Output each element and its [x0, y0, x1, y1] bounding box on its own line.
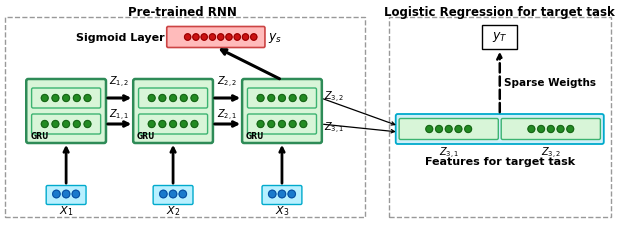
FancyBboxPatch shape [153, 186, 193, 204]
Circle shape [226, 35, 232, 41]
Text: $y_s$: $y_s$ [268, 31, 282, 45]
Circle shape [289, 121, 296, 128]
Circle shape [180, 95, 187, 102]
Circle shape [84, 121, 91, 128]
Circle shape [445, 126, 452, 133]
Circle shape [455, 126, 462, 133]
FancyBboxPatch shape [396, 114, 604, 144]
Text: Sigmoid Layer: Sigmoid Layer [76, 33, 164, 43]
Circle shape [170, 95, 177, 102]
Circle shape [84, 95, 91, 102]
Circle shape [268, 121, 275, 128]
FancyBboxPatch shape [248, 114, 317, 134]
Circle shape [300, 95, 307, 102]
FancyBboxPatch shape [242, 80, 322, 143]
Circle shape [52, 121, 59, 128]
Text: $Z_{3,2}$: $Z_{3,2}$ [541, 145, 561, 160]
Circle shape [180, 121, 187, 128]
Circle shape [52, 190, 60, 198]
Circle shape [567, 126, 573, 133]
Circle shape [268, 95, 275, 102]
Text: $Z_{2,1}$: $Z_{2,1}$ [218, 107, 237, 123]
Circle shape [63, 121, 70, 128]
Circle shape [193, 35, 199, 41]
FancyBboxPatch shape [483, 26, 517, 50]
Circle shape [218, 35, 224, 41]
Circle shape [209, 35, 216, 41]
FancyBboxPatch shape [248, 89, 317, 109]
Text: $X_1$: $X_1$ [59, 203, 74, 217]
Circle shape [63, 190, 70, 198]
Circle shape [257, 95, 264, 102]
Circle shape [278, 95, 285, 102]
Circle shape [278, 121, 285, 128]
Text: $Z_{3,2}$: $Z_{3,2}$ [324, 89, 344, 104]
FancyBboxPatch shape [133, 80, 213, 143]
Text: $Z_{1,1}$: $Z_{1,1}$ [109, 107, 130, 123]
Text: GRU: GRU [30, 131, 49, 140]
Circle shape [148, 121, 155, 128]
Circle shape [243, 35, 248, 41]
Text: Logistic Regression for target task: Logistic Regression for target task [385, 6, 615, 19]
Circle shape [538, 126, 545, 133]
Circle shape [159, 190, 167, 198]
Circle shape [148, 95, 155, 102]
Circle shape [74, 95, 80, 102]
Circle shape [52, 95, 59, 102]
FancyBboxPatch shape [26, 80, 106, 143]
FancyBboxPatch shape [46, 186, 86, 204]
Circle shape [426, 126, 433, 133]
Text: Sparse Weigths: Sparse Weigths [504, 78, 596, 88]
Circle shape [288, 190, 296, 198]
Circle shape [159, 95, 166, 102]
FancyBboxPatch shape [399, 119, 499, 140]
Text: $y_T$: $y_T$ [492, 30, 508, 44]
Text: $Z_{3,1}$: $Z_{3,1}$ [324, 120, 344, 135]
Text: $Z_{1,2}$: $Z_{1,2}$ [109, 75, 130, 90]
Circle shape [234, 35, 241, 41]
Circle shape [547, 126, 554, 133]
Circle shape [257, 121, 264, 128]
Text: $Z_{2,2}$: $Z_{2,2}$ [218, 75, 237, 90]
Circle shape [269, 190, 276, 198]
FancyBboxPatch shape [262, 186, 302, 204]
FancyBboxPatch shape [501, 119, 600, 140]
Circle shape [300, 121, 307, 128]
Text: GRU: GRU [246, 131, 264, 140]
Circle shape [72, 190, 79, 198]
Circle shape [63, 95, 70, 102]
Circle shape [289, 95, 296, 102]
Circle shape [170, 121, 177, 128]
Text: $X_2$: $X_2$ [166, 203, 180, 217]
FancyBboxPatch shape [31, 89, 100, 109]
Circle shape [170, 190, 177, 198]
Text: $X_3$: $X_3$ [275, 203, 289, 217]
Circle shape [278, 190, 285, 198]
Circle shape [557, 126, 564, 133]
Circle shape [159, 121, 166, 128]
Circle shape [179, 190, 186, 198]
Circle shape [201, 35, 207, 41]
Circle shape [191, 121, 198, 128]
FancyBboxPatch shape [138, 114, 207, 134]
Circle shape [184, 35, 191, 41]
Circle shape [42, 95, 48, 102]
Circle shape [465, 126, 472, 133]
Circle shape [436, 126, 442, 133]
Circle shape [42, 121, 48, 128]
FancyBboxPatch shape [138, 89, 207, 109]
Circle shape [251, 35, 257, 41]
Text: Pre-trained RNN: Pre-trained RNN [129, 6, 237, 19]
Circle shape [74, 121, 80, 128]
Circle shape [528, 126, 535, 133]
Circle shape [191, 95, 198, 102]
FancyBboxPatch shape [31, 114, 100, 134]
Text: $Z_{3,1}$: $Z_{3,1}$ [438, 145, 459, 160]
Text: Features for target task: Features for target task [425, 156, 575, 166]
Text: GRU: GRU [137, 131, 156, 140]
FancyBboxPatch shape [167, 27, 265, 48]
